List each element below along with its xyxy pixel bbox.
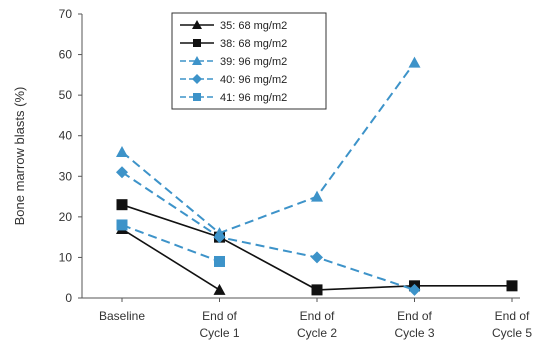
data-point-marker xyxy=(311,284,323,296)
data-point-marker xyxy=(213,231,226,244)
data-point-marker xyxy=(116,199,128,211)
series-line xyxy=(121,171,415,291)
series-line xyxy=(121,62,416,235)
legend-swatch-marker xyxy=(192,56,202,65)
data-point-marker xyxy=(116,145,128,157)
legend-label: 40: 96 mg/m2 xyxy=(220,74,287,86)
data-point-marker xyxy=(116,166,128,179)
series-5 xyxy=(116,219,225,267)
y-tick-label: 20 xyxy=(59,210,73,224)
data-point-marker xyxy=(214,255,225,267)
series-line xyxy=(121,224,220,263)
x-tick-label: Cycle 3 xyxy=(394,326,434,340)
data-point-marker xyxy=(506,280,518,292)
data-point-marker xyxy=(408,283,421,296)
legend-swatch-marker xyxy=(192,74,202,84)
y-tick-label: 0 xyxy=(65,291,72,305)
legend-label: 35: 68 mg/m2 xyxy=(220,20,287,32)
y-axis-title: Bone marrow blasts (%) xyxy=(12,87,27,226)
data-point-marker xyxy=(311,251,323,264)
x-tick-label: End of xyxy=(202,309,237,323)
legend-item: 41: 96 mg/m2 xyxy=(180,92,287,104)
legend-label: 41: 96 mg/m2 xyxy=(220,92,287,104)
series-line xyxy=(121,228,220,291)
chart-legend: 35: 68 mg/m2 38: 68 mg/m2 39: 96 mg/m2 40: … xyxy=(171,12,327,110)
legend-swatch-marker xyxy=(193,39,201,47)
y-axis-ticks: 0 10 20 30 40 50 60 70 xyxy=(59,7,82,305)
data-point-marker xyxy=(311,190,323,202)
legend-item: 38: 68 mg/m2 xyxy=(180,38,287,50)
y-tick-label: 10 xyxy=(59,250,73,264)
x-tick-label: Baseline xyxy=(99,309,145,323)
x-tick-label: End of xyxy=(397,309,432,323)
x-tick-label: End of xyxy=(495,309,530,323)
legend-item: 39: 96 mg/m2 xyxy=(180,56,287,68)
data-point-marker xyxy=(408,56,421,68)
data-point-marker xyxy=(116,219,128,231)
series-4 xyxy=(116,166,421,296)
chart-axes xyxy=(81,14,520,299)
legend-item: 35: 68 mg/m2 xyxy=(180,20,287,32)
x-tick-label: Cycle 1 xyxy=(199,326,239,340)
x-axis-ticks: Baseline End of Cycle 1 End of Cycle 2 End of… xyxy=(99,298,532,340)
y-tick-label: 60 xyxy=(59,48,73,62)
x-tick-label: End of xyxy=(300,309,335,323)
legend-label: 39: 96 mg/m2 xyxy=(220,56,287,68)
legend-label: 38: 68 mg/m2 xyxy=(220,38,287,50)
series-layer xyxy=(116,56,518,296)
legend-swatch-marker xyxy=(193,93,201,101)
y-tick-label: 50 xyxy=(59,88,73,102)
x-tick-label: Cycle 5 xyxy=(492,326,532,340)
y-tick-label: 30 xyxy=(59,169,73,183)
x-tick-label: Cycle 2 xyxy=(297,326,337,340)
legend-swatch-marker xyxy=(192,20,202,29)
y-tick-label: 70 xyxy=(59,7,73,21)
data-point-marker xyxy=(213,283,226,295)
series-2 xyxy=(116,199,518,296)
legend-item: 40: 96 mg/m2 xyxy=(180,74,287,86)
y-tick-label: 40 xyxy=(59,129,73,143)
